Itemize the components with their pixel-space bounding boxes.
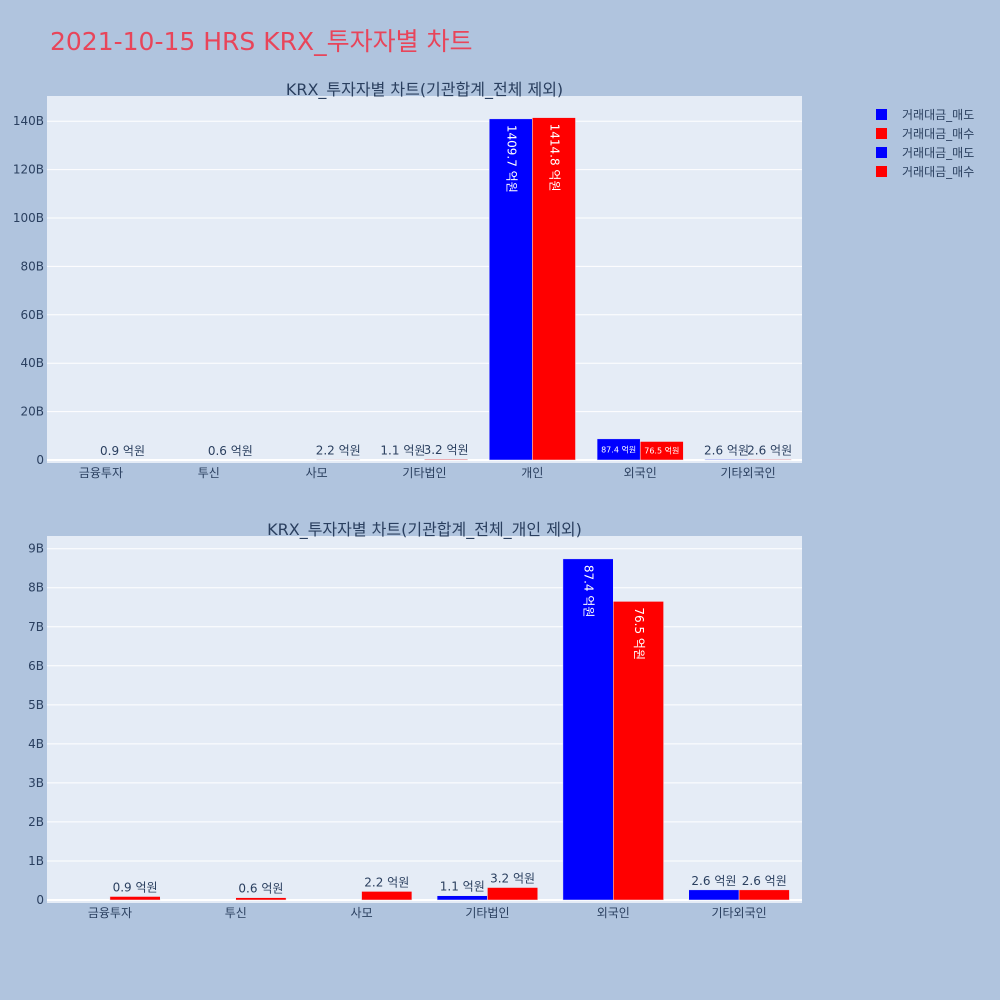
y-tick-label: 20B (20, 405, 44, 419)
legend-label: 거래대금_매도 (902, 108, 974, 122)
x-tick-label: 기타법인 (402, 466, 446, 480)
legend-item[interactable]: 거래대금_매수 (876, 165, 974, 179)
bar-data-label: 3.2 억원 (424, 443, 469, 457)
bar-data-label: 1409.7 억원 (504, 125, 518, 193)
bar-data-label: 0.9 억원 (113, 880, 158, 894)
legend-item[interactable]: 거래대금_매도 (876, 146, 974, 160)
chart-title: KRX_투자자별 차트(기관합계_전체 제외) (286, 80, 563, 100)
bar-sell (488, 118, 533, 461)
y-tick-label: 40B (20, 356, 44, 370)
bar-buy (738, 889, 790, 901)
y-tick-label: 0 (36, 893, 44, 907)
x-tick-label: 금융투자 (79, 466, 123, 480)
bar-buy (361, 891, 413, 901)
bar-buy (316, 459, 361, 461)
x-tick-label: 기타외국인 (720, 466, 775, 480)
chart-panel-2: 0 1B 2B 3B 4B 5B 6B 7B 8B 9B KRX_투자자별 차트(기관합계_전체_개… (28, 520, 802, 920)
bar-data-label: 0.9 억원 (100, 444, 145, 458)
plot-area (47, 96, 802, 463)
legend-swatch (876, 128, 887, 139)
y-tick-label: 9B (28, 542, 44, 556)
bar-data-label: 2.2 억원 (316, 443, 361, 457)
page-title: 2021-10-15 HRS KRX_투자자별 차트 (50, 27, 473, 56)
y-tick-label: 6B (28, 659, 44, 673)
bar-data-label: 2.6 억원 (742, 874, 787, 888)
bar-sell (436, 895, 488, 901)
bar-data-label: 3.2 억원 (490, 872, 535, 886)
chart-title: KRX_투자자별 차트(기관합계_전체_개인 제외) (267, 520, 582, 540)
y-tick-label: 4B (28, 737, 44, 751)
legend-swatch (876, 147, 887, 158)
legend-label: 거래대금_매수 (902, 127, 974, 141)
plot-area (47, 536, 802, 903)
y-tick-label: 2B (28, 815, 44, 829)
bar-data-label: 0.6 억원 (238, 882, 283, 896)
x-tick-label: 투신 (198, 466, 220, 480)
y-tick-label: 5B (28, 698, 44, 712)
bar-buy (532, 117, 576, 461)
legend-swatch (876, 166, 887, 177)
x-tick-label: 외국인 (624, 466, 657, 480)
legend-label: 거래대금_매도 (902, 146, 974, 160)
bar-data-label: 1414.8 억원 (547, 124, 561, 192)
x-tick-label: 사모 (306, 466, 328, 480)
y-tick-label: 0 (36, 453, 44, 467)
bar-data-label: 1.1 억원 (440, 880, 485, 894)
x-tick-label: 금융투자 (88, 906, 132, 920)
y-tick-label: 80B (20, 259, 44, 273)
chart-panel-1: 0 20B 40B 60B 80B 100B 120B 140B KRX_투자자별 차트(기관합… (13, 80, 802, 480)
bar-sell (704, 459, 749, 461)
bar-buy (235, 897, 287, 901)
y-tick-label: 7B (28, 620, 44, 634)
bar-data-label: 2.6 억원 (704, 443, 749, 457)
y-tick-label: 120B (13, 163, 44, 177)
x-tick-label: 기타외국인 (711, 906, 766, 920)
bar-buy (613, 601, 664, 901)
x-tick-label: 기타법인 (465, 906, 509, 920)
bar-data-label: 76.5 억원 (632, 607, 646, 660)
legend-item[interactable]: 거래대금_매수 (876, 127, 974, 141)
y-tick-label: 3B (28, 776, 44, 790)
x-tick-label: 개인 (521, 466, 543, 480)
bar-data-label: 0.6 억원 (208, 444, 253, 458)
bar-data-label: 87.4 억원 (582, 565, 596, 618)
bar-data-label: 1.1 억원 (380, 444, 425, 458)
bar-data-label: 87.4 억원 (601, 444, 636, 454)
y-tick-label: 100B (13, 211, 44, 225)
y-tick-label: 1B (28, 854, 44, 868)
legend-swatch (876, 109, 887, 120)
bar-buy (487, 887, 538, 901)
x-tick-label: 사모 (351, 906, 373, 920)
x-tick-label: 외국인 (597, 906, 630, 920)
legend-label: 거래대금_매수 (902, 165, 974, 179)
bar-buy (747, 459, 792, 461)
bar-data-label: 2.2 억원 (364, 875, 409, 889)
bar-buy (109, 896, 161, 901)
bar-data-label: 2.6 억원 (747, 443, 792, 457)
bar-buy (424, 458, 468, 461)
y-tick-label: 8B (28, 581, 44, 595)
x-tick-label: 투신 (225, 906, 247, 920)
y-tick-label: 60B (20, 308, 44, 322)
bar-sell (688, 889, 740, 901)
bar-data-label: 76.5 억원 (644, 446, 679, 456)
legend-item[interactable]: 거래대금_매도 (876, 108, 974, 122)
bar-buy (639, 441, 684, 461)
bar-data-label: 2.6 억원 (691, 874, 736, 888)
bar-sell (562, 558, 614, 901)
y-tick-label: 140B (13, 114, 44, 128)
